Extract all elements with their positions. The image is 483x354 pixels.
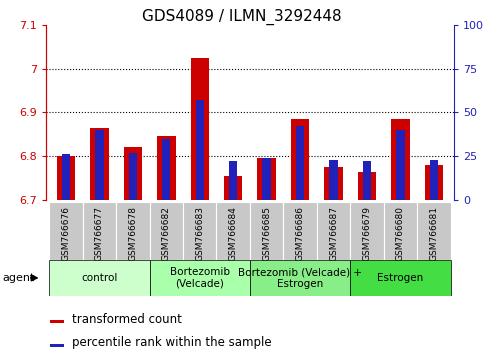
Text: GSM766686: GSM766686	[296, 206, 305, 262]
Text: Bortezomib
(Velcade): Bortezomib (Velcade)	[170, 267, 230, 289]
Text: GSM766687: GSM766687	[329, 206, 338, 262]
Bar	[50, 320, 64, 324]
Bar	[425, 165, 443, 200]
Bar	[128, 153, 137, 200]
Text: agent: agent	[2, 273, 35, 283]
Bar	[291, 119, 309, 200]
Bar	[417, 202, 451, 260]
Text: GSM766685: GSM766685	[262, 206, 271, 262]
Bar	[57, 156, 75, 200]
Bar	[350, 260, 451, 296]
Text: transformed count: transformed count	[72, 313, 182, 326]
Bar	[49, 202, 83, 260]
Bar	[216, 202, 250, 260]
Bar	[224, 176, 242, 200]
Bar	[157, 137, 175, 200]
Bar	[391, 119, 410, 200]
Bar	[62, 154, 70, 200]
Bar	[250, 202, 284, 260]
Bar	[430, 160, 438, 200]
Text: GSM766681: GSM766681	[429, 206, 439, 262]
Bar	[358, 172, 376, 200]
Text: GSM766678: GSM766678	[128, 206, 137, 262]
Bar	[262, 158, 271, 200]
Bar	[95, 130, 103, 200]
Text: GSM766684: GSM766684	[229, 206, 238, 261]
Bar	[325, 167, 343, 200]
Text: GSM766676: GSM766676	[61, 206, 71, 262]
Text: GSM766677: GSM766677	[95, 206, 104, 262]
Text: GSM766679: GSM766679	[363, 206, 371, 262]
Bar	[250, 260, 350, 296]
Bar	[50, 344, 64, 347]
Text: GSM766680: GSM766680	[396, 206, 405, 262]
Bar	[150, 260, 250, 296]
Text: Estrogen: Estrogen	[377, 273, 424, 283]
Text: GSM766682: GSM766682	[162, 206, 171, 261]
Text: GSM766683: GSM766683	[195, 206, 204, 262]
Bar	[191, 58, 209, 200]
Bar	[90, 128, 109, 200]
Bar	[83, 202, 116, 260]
Bar	[317, 202, 350, 260]
Bar	[124, 148, 142, 200]
Text: GDS4089 / ILMN_3292448: GDS4089 / ILMN_3292448	[142, 9, 341, 25]
Bar	[116, 202, 150, 260]
Bar	[150, 202, 183, 260]
Bar	[284, 202, 317, 260]
Text: Bortezomib (Velcade) +
Estrogen: Bortezomib (Velcade) + Estrogen	[238, 267, 362, 289]
Text: percentile rank within the sample: percentile rank within the sample	[72, 336, 272, 349]
Bar	[196, 100, 204, 200]
Bar	[384, 202, 417, 260]
Bar	[257, 158, 276, 200]
Bar	[49, 260, 150, 296]
Bar	[183, 202, 216, 260]
Bar	[296, 126, 304, 200]
Text: control: control	[81, 273, 117, 283]
Bar	[162, 139, 170, 200]
Bar	[397, 130, 405, 200]
Bar	[363, 161, 371, 200]
Bar	[229, 161, 238, 200]
Bar	[329, 160, 338, 200]
Bar	[350, 202, 384, 260]
